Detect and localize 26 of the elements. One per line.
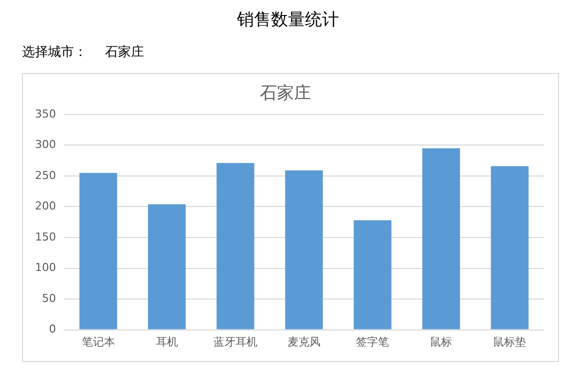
bar xyxy=(490,166,529,330)
x-tick-label: 蓝牙耳机 xyxy=(213,335,258,348)
y-tick-label: 150 xyxy=(34,230,56,244)
x-tick-label: 麦克风 xyxy=(288,335,320,348)
text: 销售数量统计 xyxy=(236,9,340,31)
bar xyxy=(148,204,186,330)
bar xyxy=(354,220,392,330)
bar xyxy=(79,172,118,330)
y-tick-label: 0 xyxy=(48,322,56,336)
y-tick-label: 100 xyxy=(34,261,56,274)
y-tick-label: 300 xyxy=(34,138,56,152)
bar xyxy=(422,148,460,330)
y-tick-label: 200 xyxy=(34,200,56,213)
chart-title: 石家庄 xyxy=(260,84,311,104)
x-tick-label: 签字笔 xyxy=(356,335,390,348)
x-tick-label: 鼠标垫 xyxy=(493,335,526,348)
x-tick-label: 鼠标 xyxy=(430,335,452,348)
bar xyxy=(216,163,254,330)
text: 石家庄 xyxy=(105,45,144,60)
x-tick-label: 耳机 xyxy=(156,335,178,348)
bar xyxy=(285,170,323,330)
text: 选择城市： xyxy=(22,45,87,60)
x-tick-label: 笔记本 xyxy=(82,335,115,348)
y-tick-label: 50 xyxy=(42,292,56,305)
y-tick-label: 250 xyxy=(34,168,56,182)
y-tick-label: 350 xyxy=(34,107,56,120)
